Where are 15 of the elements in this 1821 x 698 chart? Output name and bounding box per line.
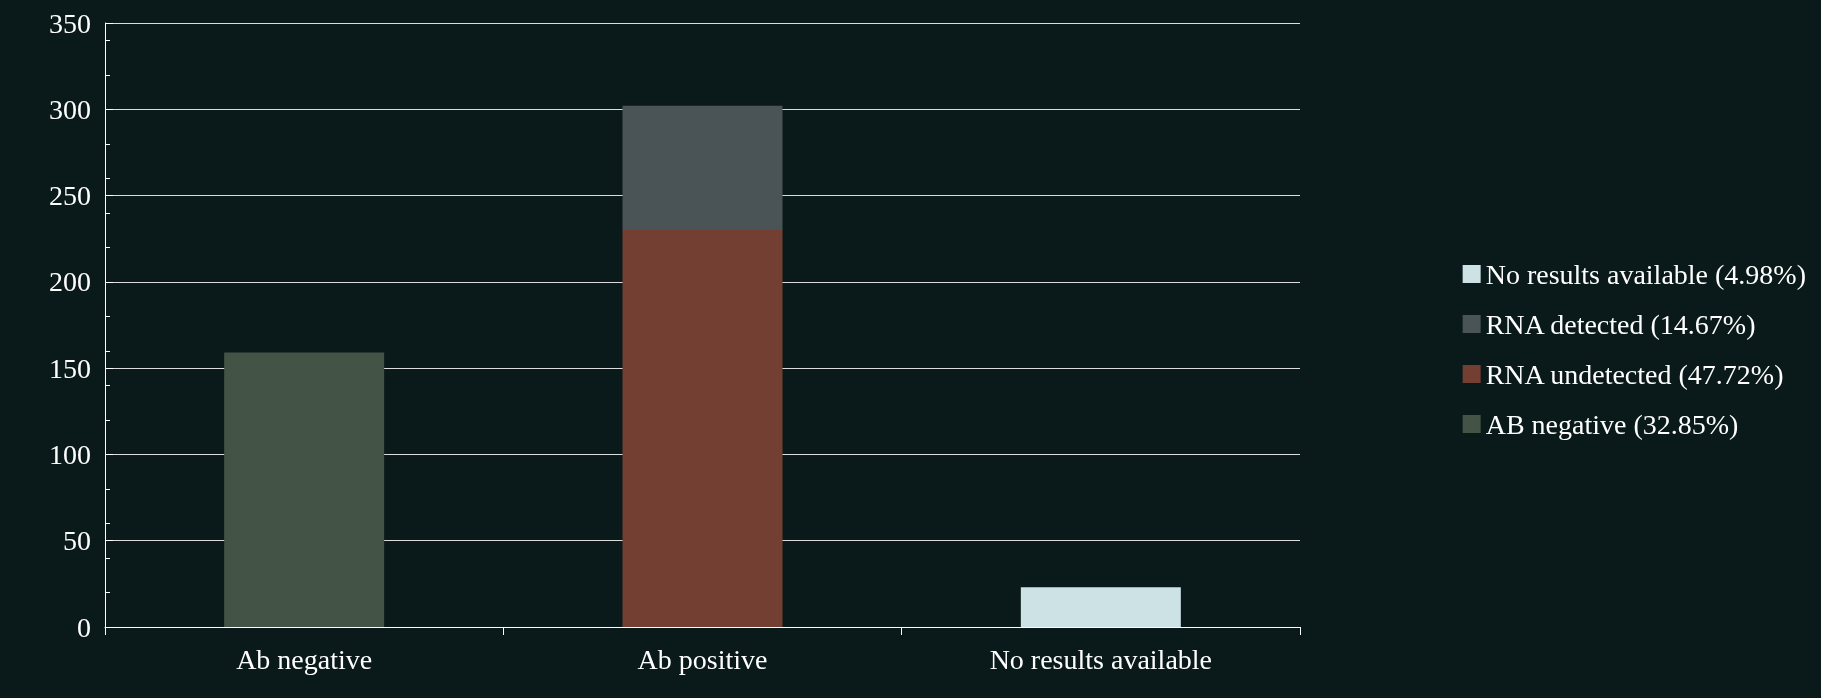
y-tick-label: 300 <box>49 93 91 125</box>
y-tick-label: 100 <box>49 438 91 470</box>
legend-label: AB negative (32.85%) <box>1485 408 1739 440</box>
y-tick-label: 150 <box>49 352 91 384</box>
legend-label: RNA undetected (47.72%) <box>1485 358 1784 390</box>
y-tick-label: 50 <box>63 525 91 557</box>
legend-label: No results available (4.98%) <box>1485 258 1807 290</box>
x-tick-label: Ab positive <box>637 643 768 675</box>
y-tick-label: 250 <box>49 180 91 212</box>
x-tick-label: Ab negative <box>236 643 373 675</box>
y-tick-label: 200 <box>49 266 91 298</box>
y-tick-label: 0 <box>77 611 91 643</box>
x-tick-label: No results available <box>989 643 1213 675</box>
legend-label: RNA detected (14.67%) <box>1485 308 1756 340</box>
y-tick-label: 350 <box>49 7 91 39</box>
